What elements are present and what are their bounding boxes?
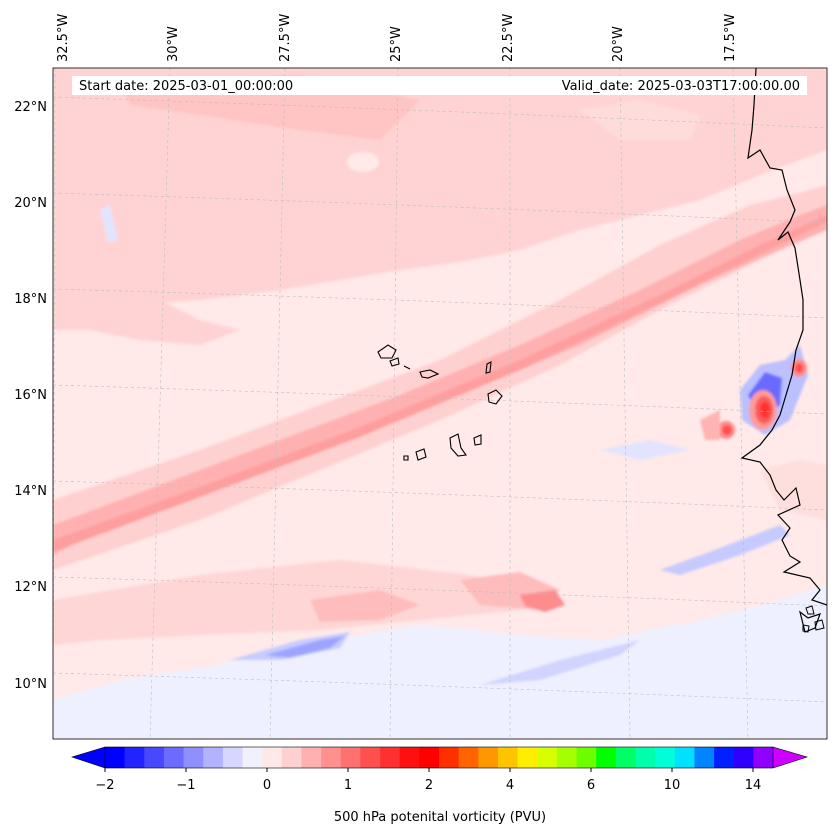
island-santiago (449, 433, 467, 457)
colorbar-cell (596, 747, 617, 768)
cb-tick-label: 0 (263, 778, 271, 793)
lat-label-22n: 22°N (14, 100, 47, 115)
cb-tick-label: 4 (506, 778, 514, 793)
colorbar-tick-labels: −2 −1 0 1 2 4 6 10 14 (95, 778, 761, 793)
lat-label-10n: 10°N (14, 677, 47, 692)
colorbar-cell (576, 747, 597, 768)
pv-contour-fill (53, 68, 827, 739)
island-fogo (415, 448, 427, 461)
colorbar-cell (733, 747, 754, 768)
cb-tick-label: 6 (587, 778, 595, 793)
lon-label-30w: 30°W (166, 26, 181, 62)
cb-tick-label: 14 (745, 778, 762, 793)
colorbar-cell (714, 747, 735, 768)
cape-verde-islands (377, 344, 503, 461)
colorbar-cell (439, 747, 459, 768)
island-boa-vista (487, 389, 503, 405)
colorbar-cell (242, 747, 263, 768)
lon-label-17-5w: 17.5°W (723, 14, 738, 62)
colorbar-cell (321, 747, 342, 768)
colorbar-low-outline (71, 746, 106, 769)
colorbar-cell (399, 747, 420, 768)
colorbar-cell (105, 747, 125, 768)
colorbar-cell (203, 747, 224, 768)
lon-label-25w: 25°W (389, 26, 404, 62)
lat-label-18n: 18°N (14, 292, 47, 307)
colorbar-cell (497, 747, 518, 768)
cb-tick-label: −2 (95, 778, 114, 793)
island-santo-antao (377, 344, 397, 359)
colorbar-cell (419, 747, 440, 768)
colorbar-cell (340, 747, 361, 768)
colorbar-cell (144, 747, 165, 768)
island-sao-vicente (389, 357, 400, 367)
date-header-box (72, 76, 807, 95)
colorbar-cell (458, 747, 479, 768)
colorbar-cell (694, 747, 715, 768)
cb-tick-label: −1 (176, 778, 195, 793)
colorbar-cell (537, 747, 558, 768)
colorbar-low-extend (72, 747, 105, 768)
cb-tick-label: 2 (425, 778, 433, 793)
colorbar: −2 −1 0 1 2 4 6 10 14 500 hPa potenital … (71, 746, 809, 825)
colorbar-label: 500 hPa potenital vorticity (PVU) (334, 810, 546, 825)
colorbar-cell (655, 747, 676, 768)
longitude-labels: 32.5°W 30°W 27.5°W 25°W 22.5°W 20°W 17.5… (56, 14, 738, 62)
colorbar-high-extend (773, 747, 807, 768)
colorbar-ticks (104, 768, 754, 772)
colorbar-cell (222, 747, 243, 768)
colorbar-cell (615, 747, 636, 768)
map-frame (52, 67, 828, 740)
colorbar-cell (262, 747, 283, 768)
island-sao-nicolau (419, 369, 440, 379)
map-panel (53, 68, 827, 739)
colorbar-cell (281, 747, 302, 768)
colorbar-cell (360, 747, 381, 768)
island-sal (485, 361, 492, 374)
bijagos-islands (802, 605, 825, 633)
cb-tick-label: 10 (664, 778, 681, 793)
colorbar-cell (301, 747, 322, 768)
lat-label-14n: 14°N (14, 484, 47, 499)
colorbar-cell (517, 747, 538, 768)
lat-label-20n: 20°N (14, 196, 47, 211)
colorbar-high-outline (772, 746, 809, 769)
colorbar-cell (163, 747, 184, 768)
africa-coastline (740, 68, 827, 606)
colorbar-cell (380, 747, 401, 768)
colorbar-cell (124, 747, 145, 768)
colorbar-cell (753, 747, 774, 768)
island-brava (403, 455, 409, 461)
colorbar-cell (183, 747, 204, 768)
cb-tick-label: 1 (344, 778, 352, 793)
colorbar-cells (105, 747, 774, 768)
start-date-label: Start date: 2025-03-01_00:00:00 (79, 79, 293, 94)
island-santa-luzia (403, 365, 411, 370)
lat-label-16n: 16°N (14, 388, 47, 403)
latitude-labels: 22°N 20°N 18°N 16°N 14°N 12°N 10°N (14, 100, 47, 692)
colorbar-cell (674, 747, 695, 768)
lon-label-32-5w: 32.5°W (56, 14, 71, 62)
colorbar-outline (104, 746, 774, 769)
colorbar-cell (635, 747, 656, 768)
lon-label-22-5w: 22.5°W (501, 14, 516, 62)
colorbar-cell (556, 747, 577, 768)
lon-label-20w: 20°W (611, 26, 626, 62)
colorbar-cell (478, 747, 499, 768)
island-maio (473, 434, 482, 446)
lat-label-12n: 12°N (14, 580, 47, 595)
lon-label-27-5w: 27.5°W (278, 14, 293, 62)
valid-date-label: Valid_date: 2025-03-03T17:00:00.00 (562, 79, 800, 94)
